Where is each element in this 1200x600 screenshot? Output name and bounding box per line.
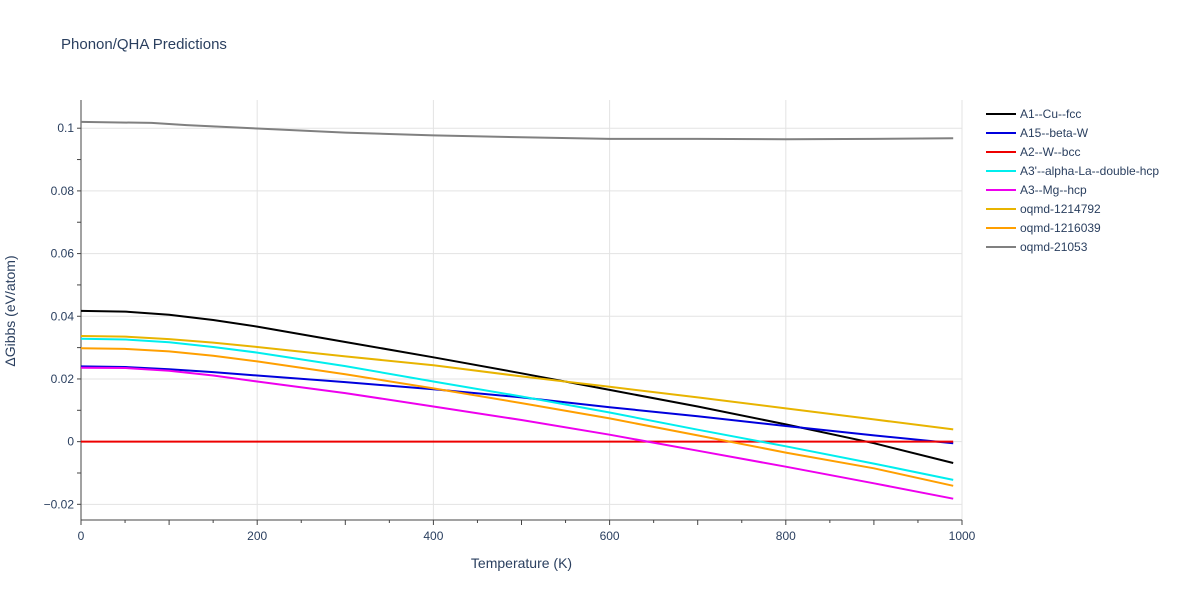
legend-label: oqmd-1216039 (1020, 221, 1101, 235)
x-tick-label: 400 (423, 529, 443, 543)
series-line-0 (80, 309, 954, 464)
x-tick-label: 800 (776, 529, 796, 543)
y-tick-label: 0 (67, 435, 74, 449)
grid-layer (81, 100, 963, 520)
series-line-3 (80, 337, 954, 481)
y-tick-label: −0.02 (44, 497, 75, 511)
legend-label: A3--Mg--hcp (1020, 183, 1087, 197)
y-tick-label: 0.02 (51, 372, 75, 386)
legend[interactable]: A1--Cu--fcc A15--beta-W A2--W--bcc A3'--alp… (986, 107, 1159, 254)
chart-title: Phonon/QHA Predictions (61, 36, 227, 53)
x-tick-label: 600 (600, 529, 620, 543)
legend-item[interactable]: A1--Cu--fcc (986, 107, 1081, 121)
series-line-4 (80, 366, 954, 500)
series-line-6 (80, 347, 954, 487)
legend-item[interactable]: A15--beta-W (986, 126, 1089, 140)
series-line-5 (80, 335, 954, 431)
y-tick-label: 0.06 (51, 247, 75, 261)
legend-item[interactable]: A2--W--bcc (986, 145, 1080, 159)
x-axis-title: Temperature (K) (471, 555, 572, 571)
legend-label: A15--beta-W (1020, 126, 1089, 140)
legend-item[interactable]: oqmd-21053 (986, 240, 1088, 254)
legend-label: A3'--alpha-La--double-hcp (1020, 164, 1159, 178)
y-tick-label: 0.08 (51, 184, 75, 198)
legend-label: oqmd-21053 (1020, 240, 1088, 254)
legend-label: A1--Cu--fcc (1020, 107, 1081, 121)
legend-item[interactable]: oqmd-1216039 (986, 221, 1101, 235)
series-layer (80, 120, 954, 500)
legend-label: A2--W--bcc (1020, 145, 1080, 159)
legend-item[interactable]: oqmd-1214792 (986, 202, 1101, 216)
y-axis-title: ΔGibbs (eV/atom) (2, 255, 18, 366)
x-tick-label: 200 (247, 529, 267, 543)
axes-layer: 0 200 400 600 800 1000 −0.02 0 0.02 0.04 0.06 0.08 0… (44, 100, 976, 543)
legend-item[interactable]: A3'--alpha-La--double-hcp (986, 164, 1159, 178)
series-line-7 (80, 120, 954, 141)
x-tick-label: 0 (78, 529, 85, 543)
x-tick-label: 1000 (949, 529, 976, 543)
y-tick-label: 0.04 (51, 309, 75, 323)
y-tick-label: 0.1 (57, 121, 74, 135)
legend-label: oqmd-1214792 (1020, 202, 1101, 216)
legend-item[interactable]: A3--Mg--hcp (986, 183, 1087, 197)
